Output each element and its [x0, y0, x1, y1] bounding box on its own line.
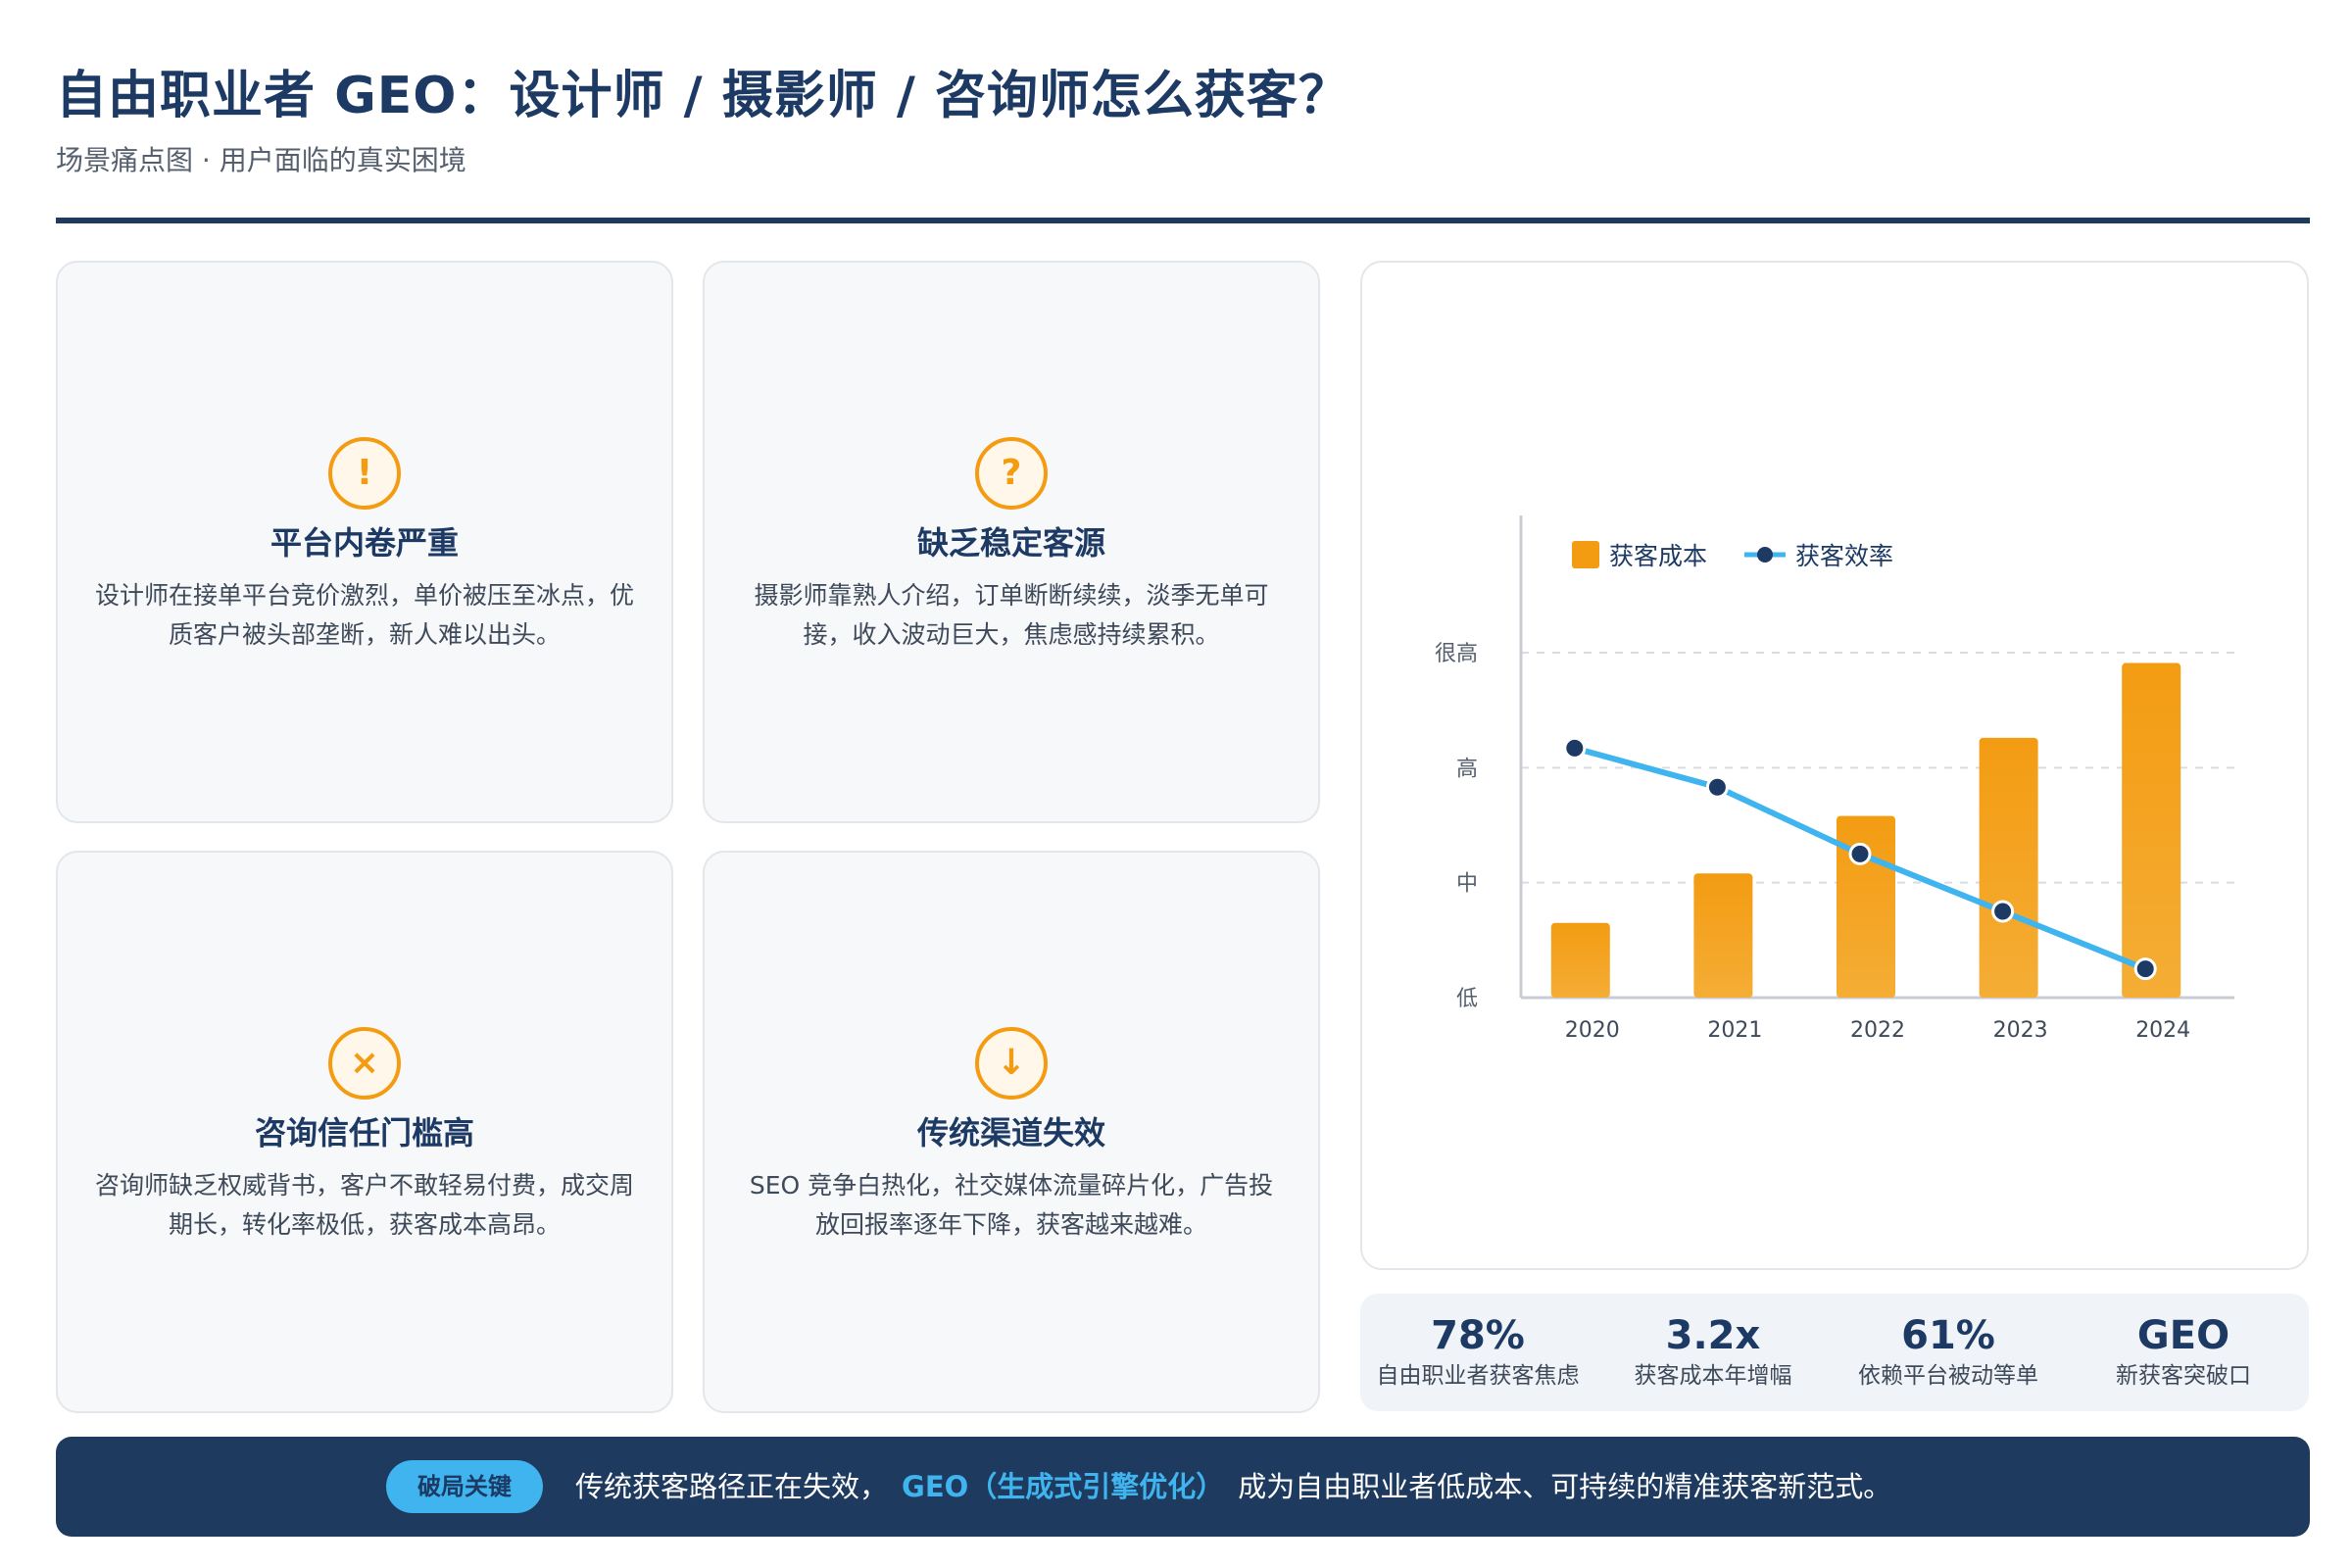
chart-panel: 低 中 高 很高 2020 2021 2022 2023 2024 获客成本 获客效率 — [1360, 261, 2309, 1270]
card-description: SEO 竞争白热化，社交媒体流量碎片化，广告投放回报率逐年下降，获客越来越难。 — [749, 1171, 1274, 1239]
efficiency-point-2021 — [1705, 775, 1729, 799]
page-title: 自由职业者 GEO：设计师 / 摄影师 / 咨询师怎么获客？ — [56, 67, 1350, 125]
y-tick-label: 中 — [1456, 872, 1478, 897]
stat-value: 61% — [1901, 1313, 1995, 1358]
bar-2022 — [1837, 815, 1895, 998]
stat-label: 新获客突破口 — [2116, 1363, 2251, 1389]
pain-card-platform: ! 平台内卷严重 设计师在接单平台竞价激烈，单价被压至冰点，优质客户被头部垄断，… — [56, 261, 673, 823]
stat-label: 依赖平台被动等单 — [1858, 1363, 2038, 1389]
bar-2021 — [1693, 873, 1753, 998]
banner-text-before: 传统获客路径正在失效， — [575, 1470, 889, 1503]
header: 自由职业者 GEO：设计师 / 摄影师 / 咨询师怎么获客？ 场景痛点图 · 用… — [56, 61, 2310, 180]
stat-value: 3.2x — [1665, 1313, 1761, 1358]
card-title: 缺乏稳定客源 — [916, 524, 1105, 562]
x-tick-label: 2021 — [1707, 1018, 1762, 1043]
pain-card-trust: × 咨询信任门槛高 咨询师缺乏权威背书，客户不敢轻易付费，成交周期长，转化率极低… — [56, 851, 673, 1413]
pain-card-clients: ? 缺乏稳定客源 摄影师靠熟人介绍，订单断断续续，淡季无单可接，收入波动巨大，焦… — [703, 261, 1320, 823]
x-tick-label: 2024 — [2135, 1018, 2190, 1043]
stat-anxiety: 78% 自由职业者获客焦虑 — [1360, 1311, 1595, 1392]
stats-strip: 78% 自由职业者获客焦虑 3.2x 获客成本年增幅 61% 依赖平台被动等单 … — [1360, 1294, 2309, 1411]
exclamation-icon: ! — [328, 437, 401, 510]
efficiency-point-2020 — [1563, 736, 1587, 760]
x-tick-label: 2022 — [1850, 1018, 1905, 1043]
legend-swatch-marker — [1757, 547, 1773, 563]
banner-tag: 破局关键 — [386, 1460, 543, 1513]
cross-icon: × — [328, 1027, 401, 1100]
efficiency-point-2022 — [1848, 842, 1872, 865]
stat-platform-dependence: 61% 依赖平台被动等单 — [1831, 1311, 2066, 1392]
stat-label: 自由职业者获客焦虑 — [1376, 1363, 1580, 1389]
card-title: 咨询信任门槛高 — [254, 1114, 474, 1152]
bar-2024 — [2122, 662, 2181, 998]
header-divider — [56, 218, 2310, 223]
legend-label-line: 获客效率 — [1795, 542, 1893, 570]
page-subtitle: 场景痛点图 · 用户面临的真实困境 — [56, 144, 466, 176]
x-tick-label: 2020 — [1565, 1018, 1620, 1043]
arrow-down-icon: ↓ — [975, 1027, 1048, 1100]
card-description: 咨询师缺乏权威背书，客户不敢轻易付费，成交周期长，转化率极低，获客成本高昂。 — [94, 1171, 634, 1239]
efficiency-point-2024 — [2133, 957, 2157, 981]
key-insight-banner: 破局关键 传统获客路径正在失效， GEO（生成式引擎优化） 成为自由职业者低成本、可… — [56, 1437, 2310, 1537]
stat-label: 获客成本年增幅 — [1634, 1363, 1792, 1389]
card-title: 平台内卷严重 — [270, 524, 459, 562]
bar-2020 — [1550, 922, 1610, 998]
card-description: 摄影师靠熟人介绍，订单断断续续，淡季无单可接，收入波动巨大，焦虑感持续累积。 — [754, 581, 1269, 649]
stat-geo: GEO 新获客突破口 — [2066, 1311, 2301, 1392]
legend-label-bar: 获客成本 — [1609, 542, 1707, 570]
y-tick-label: 很高 — [1435, 642, 1478, 666]
stat-value: 78% — [1431, 1313, 1525, 1358]
efficiency-point-2023 — [1991, 900, 2015, 923]
card-description: 设计师在接单平台竞价激烈，单价被压至冰点，优质客户被头部垄断，新人难以出头。 — [94, 581, 634, 649]
banner-text-after: 成为自由职业者低成本、可持续的精准获客新范式。 — [1238, 1470, 1892, 1503]
card-title: 传统渠道失效 — [916, 1114, 1105, 1152]
pain-card-channels: ↓ 传统渠道失效 SEO 竞争白热化，社交媒体流量碎片化，广告投放回报率逐年下降… — [703, 851, 1320, 1413]
acquisition-chart: 低 中 高 很高 2020 2021 2022 2023 2024 获客成本 获客效率 — [1435, 515, 2234, 1043]
banner-highlight: GEO（生成式引擎优化） — [902, 1470, 1225, 1503]
x-tick-label: 2023 — [1993, 1018, 2048, 1043]
bar-2023 — [1979, 737, 2038, 998]
y-tick-label: 高 — [1456, 757, 1478, 781]
stat-value: GEO — [2136, 1313, 2230, 1358]
question-icon: ? — [975, 437, 1048, 510]
y-tick-label: 低 — [1456, 987, 1478, 1011]
legend-swatch-bar — [1572, 541, 1599, 568]
stat-cost-growth: 3.2x 获客成本年增幅 — [1595, 1311, 1831, 1392]
banner-text: 传统获客路径正在失效， GEO（生成式引擎优化） 成为自由职业者低成本、可持续的精准… — [575, 1464, 1891, 1509]
